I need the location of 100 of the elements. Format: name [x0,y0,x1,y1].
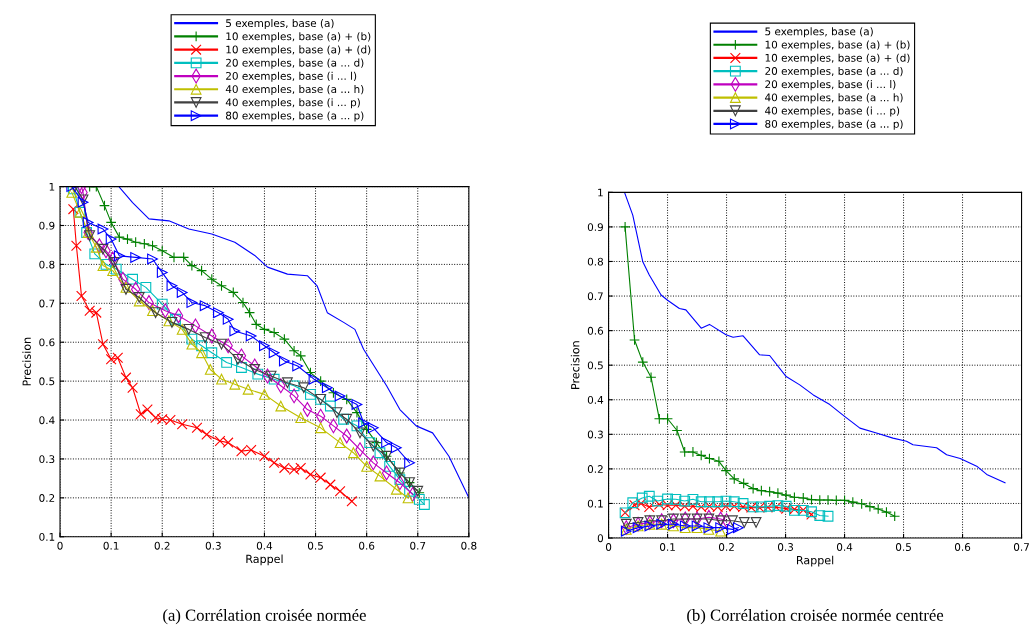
line-series [623,192,1006,484]
point [275,400,287,412]
point [308,373,320,385]
point [670,493,682,505]
point [186,333,198,345]
point [780,489,792,501]
point [156,245,168,257]
point [150,412,162,424]
point [176,287,188,298]
point [632,517,644,528]
point [732,522,744,534]
point [259,388,270,400]
point [127,382,139,394]
point [324,400,336,412]
point [712,496,724,508]
point [229,325,241,337]
point [244,307,256,319]
point [715,515,727,527]
point [298,382,310,394]
legend-label: 10 exemples, base (a) + (d) [226,45,371,56]
point [97,243,109,255]
point [113,250,125,262]
point [764,486,776,498]
point [830,494,842,506]
point [839,494,850,506]
legend-label: 40 exemples, base (i ... p) [225,98,360,109]
point [97,338,109,350]
point [687,493,699,505]
point [127,273,139,285]
point [135,408,147,420]
line-series [118,186,469,499]
point [402,492,414,504]
legend-label: 10 exemples, base (a) + (b) [226,32,371,43]
point [404,457,415,469]
point [252,368,264,380]
x-tick-label: 0.4 [256,541,273,550]
point [788,491,800,503]
point [140,281,152,293]
point [196,340,208,352]
point [196,265,208,277]
point [881,506,892,518]
point [653,413,665,425]
legend-label: 5 exemples, base (a) [765,27,873,38]
x-tick-label: 0 [57,541,63,550]
text: (b) Corrélation croisée normée centrée [687,609,944,625]
point [147,240,158,252]
point [122,233,133,245]
legend-label: 5 exemples, base (a) [226,18,334,30]
y-tick-label: 1 [49,182,55,191]
point [147,305,158,317]
point [351,420,363,432]
point [358,417,369,429]
point [156,267,168,278]
point [331,407,343,419]
x-tick-label: 0.6 [359,541,375,550]
point [390,483,402,495]
legend-label: 20 exemples, base (i ... l) [226,71,357,82]
point [374,447,386,459]
y-tick-label: 0.3 [39,455,55,464]
point [78,186,88,200]
point [384,460,396,472]
point [259,450,270,462]
point [199,300,211,312]
point [222,313,234,325]
point [227,287,239,298]
point [750,517,762,528]
point [236,362,247,373]
point [728,496,740,508]
point [727,515,738,527]
point [191,422,203,434]
point [361,423,373,435]
point [418,499,430,510]
point [186,260,198,271]
point [288,380,300,392]
point [183,323,195,335]
point [82,216,94,228]
y-tick-label: 0 [597,534,604,543]
point [295,412,307,424]
point [178,251,190,263]
point [738,517,750,528]
point [67,203,79,215]
point [295,350,307,362]
point [720,495,732,507]
point [70,240,82,252]
point [176,323,188,335]
point [629,334,640,346]
point [619,221,631,233]
point [237,297,249,308]
point [864,501,876,512]
point [814,494,826,506]
point [315,472,327,484]
point [346,495,358,507]
point [637,356,649,368]
point [347,447,359,459]
point [334,390,346,402]
text: (a) Corrélation croisée normée [163,609,366,625]
point [105,353,117,365]
point [186,338,198,350]
y-tick-label: 0.4 [587,395,604,404]
x-tick-label: 0.8 [461,541,477,550]
